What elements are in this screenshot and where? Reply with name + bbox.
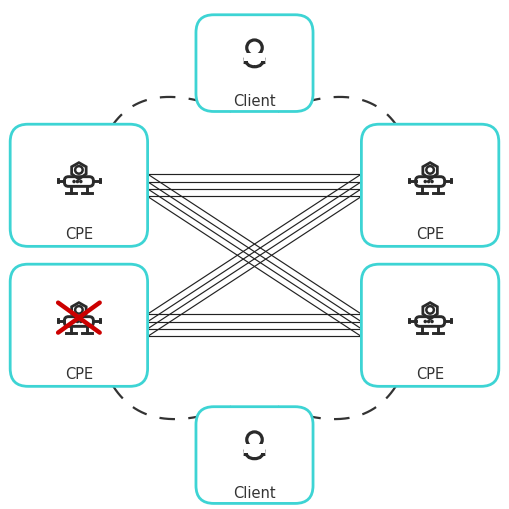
FancyBboxPatch shape (361, 265, 499, 386)
FancyBboxPatch shape (10, 265, 148, 386)
Text: Client: Client (233, 94, 276, 108)
Circle shape (431, 321, 433, 323)
Circle shape (431, 181, 433, 183)
Text: CPE: CPE (65, 366, 93, 381)
Text: CPE: CPE (416, 366, 444, 381)
FancyBboxPatch shape (245, 56, 264, 68)
Text: CPE: CPE (416, 227, 444, 242)
Circle shape (73, 181, 75, 183)
FancyBboxPatch shape (64, 317, 94, 327)
Text: CPE: CPE (65, 227, 93, 242)
Circle shape (424, 321, 427, 323)
FancyBboxPatch shape (245, 447, 264, 459)
Circle shape (80, 321, 82, 323)
Bar (244, 53, 265, 62)
FancyBboxPatch shape (196, 16, 313, 112)
Circle shape (424, 181, 427, 183)
Circle shape (428, 321, 430, 323)
FancyBboxPatch shape (196, 407, 313, 503)
Text: Client: Client (233, 485, 276, 500)
Circle shape (76, 321, 78, 323)
FancyBboxPatch shape (415, 177, 445, 187)
Circle shape (428, 181, 430, 183)
FancyBboxPatch shape (10, 125, 148, 247)
FancyBboxPatch shape (415, 317, 445, 327)
Circle shape (80, 181, 82, 183)
Bar (244, 444, 265, 453)
FancyBboxPatch shape (361, 125, 499, 247)
FancyBboxPatch shape (64, 177, 94, 187)
Circle shape (73, 321, 75, 323)
Circle shape (76, 181, 78, 183)
